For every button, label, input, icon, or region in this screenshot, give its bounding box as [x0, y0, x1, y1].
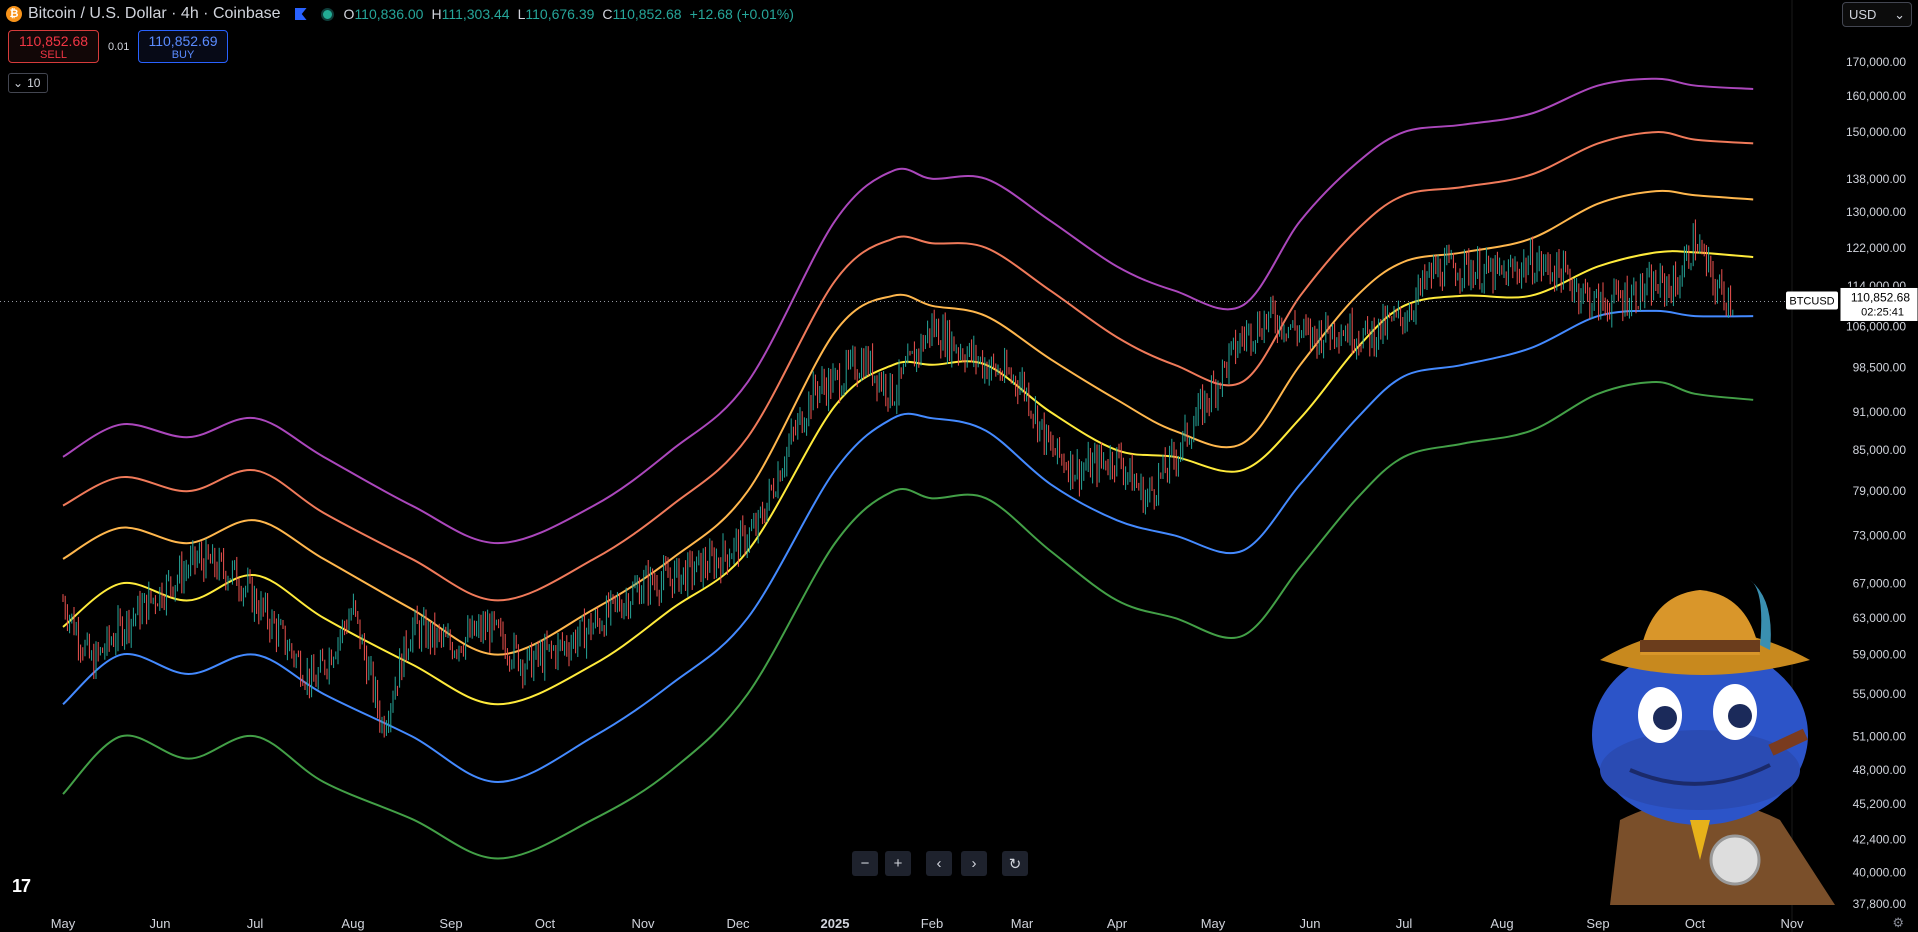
x-tick-label: Aug — [341, 916, 364, 931]
buy-price: 110,852.69 — [148, 32, 218, 49]
currency-select[interactable]: USD ⌄ — [1842, 2, 1912, 27]
x-tick-label: Dec — [726, 916, 750, 931]
y-tick-label: 48,000.00 — [1853, 763, 1907, 777]
quantity-selector[interactable]: ⌄ 10 — [8, 73, 48, 93]
mascot-image — [1592, 580, 1835, 905]
y-tick-label: 91,000.00 — [1853, 405, 1907, 419]
y-tick-label: 42,400.00 — [1853, 833, 1907, 847]
tradingview-logo-icon[interactable]: 17 — [12, 876, 31, 896]
band-line-yellow — [62, 250, 1754, 706]
last-price-badge — [1839, 286, 1918, 322]
bitcoin-icon: ₿ — [6, 6, 22, 22]
y-tick-label: 85,000.00 — [1853, 443, 1907, 457]
x-tick-label: Apr — [1107, 916, 1128, 931]
y-tick-label: 45,200.00 — [1853, 797, 1907, 811]
candles — [62, 219, 1734, 738]
zoom-in-button[interactable]: + — [885, 851, 911, 876]
x-tick-label: Feb — [921, 916, 943, 931]
quantity-value: 10 — [27, 76, 41, 90]
change-value: +12.68 (+0.01%) — [689, 6, 794, 22]
sell-price: 110,852.68 — [18, 32, 89, 49]
y-tick-label: 55,000.00 — [1853, 687, 1907, 701]
x-tick-label: Mar — [1011, 916, 1034, 931]
open-value: 110,836.00 — [354, 6, 424, 22]
sell-button[interactable]: 110,852.68 SELL — [8, 30, 99, 63]
market-status-icon — [320, 7, 334, 21]
symbol-badge — [1786, 291, 1838, 310]
y-tick-label: 63,000.00 — [1853, 611, 1907, 625]
gear-icon[interactable]: ⚙ — [1892, 915, 1904, 930]
low-value: 110,676.39 — [525, 6, 595, 22]
high-value: 111,303.44 — [441, 6, 510, 22]
x-tick-label: 2025 — [821, 916, 850, 931]
currency-value: USD — [1849, 7, 1877, 22]
band-line-orange — [62, 189, 1754, 656]
ohlc-values: O110,836.00 H111,303.44 L110,676.39 C110… — [343, 6, 794, 22]
y-tick-label: 51,000.00 — [1853, 729, 1907, 743]
x-tick-label: Jul — [1396, 916, 1413, 931]
x-tick-label: Sep — [1586, 916, 1609, 931]
y-tick-label: 138,000.00 — [1846, 172, 1906, 186]
y-tick-label: 59,000.00 — [1853, 648, 1907, 662]
x-tick-label: Nov — [1780, 916, 1804, 931]
buy-label: BUY — [171, 48, 195, 61]
chevron-down-icon: ⌄ — [1894, 6, 1905, 22]
y-tick-label: 170,000.00 — [1846, 55, 1906, 69]
band-line-salmon — [62, 131, 1754, 602]
band-line-blue — [62, 309, 1754, 784]
x-tick-label: May — [51, 916, 76, 931]
x-tick-label: Oct — [1685, 916, 1706, 931]
y-tick-label: 79,000.00 — [1853, 484, 1907, 498]
y-tick-label: 150,000.00 — [1846, 125, 1906, 139]
y-tick-label: 106,000.00 — [1846, 320, 1906, 334]
y-tick-label: 130,000.00 — [1846, 205, 1906, 219]
close-value: 110,852.68 — [612, 6, 682, 22]
x-tick-label: Jun — [150, 916, 171, 931]
x-tick-label: Sep — [439, 916, 462, 931]
y-tick-label: 160,000.00 — [1846, 89, 1906, 103]
reset-chart-button[interactable]: ↻ — [1002, 851, 1028, 876]
flag-icon[interactable] — [294, 8, 307, 20]
y-tick-label: 37,800.00 — [1853, 897, 1907, 911]
y-tick-label: 67,000.00 — [1853, 576, 1907, 590]
symbol-badge-label: BTCUSD — [1789, 295, 1834, 307]
spread-value: 0.01 — [108, 41, 130, 53]
scroll-left-button[interactable]: ‹ — [926, 851, 952, 876]
sell-label: SELL — [40, 48, 67, 61]
band-line-purple — [62, 77, 1754, 545]
x-tick-label: Oct — [535, 916, 556, 931]
y-tick-label: 122,000.00 — [1846, 241, 1906, 255]
countdown-value: 02:25:41 — [1861, 306, 1904, 318]
symbol-title[interactable]: Bitcoin / U.S. Dollar · 4h · Coinbase — [28, 5, 281, 22]
chevron-down-icon: ⌄ — [13, 76, 24, 90]
y-tick-label: 98,500.00 — [1853, 361, 1907, 375]
x-tick-label: Jul — [247, 916, 264, 931]
x-tick-label: May — [1201, 916, 1226, 931]
x-tick-label: Aug — [1490, 916, 1513, 931]
zoom-out-button[interactable]: − — [852, 851, 878, 876]
y-tick-label: 40,000.00 — [1853, 865, 1907, 879]
last-price-value: 110,852.68 — [1851, 290, 1910, 304]
buy-button[interactable]: 110,852.69 BUY — [138, 30, 228, 63]
x-tick-label: Nov — [631, 916, 655, 931]
symbol-header: ₿ Bitcoin / U.S. Dollar · 4h · Coinbase … — [6, 3, 794, 25]
scroll-right-button[interactable]: › — [961, 851, 987, 876]
band-line-green — [62, 381, 1754, 860]
x-tick-label: Jun — [1300, 916, 1321, 931]
y-tick-label: 73,000.00 — [1853, 528, 1907, 542]
